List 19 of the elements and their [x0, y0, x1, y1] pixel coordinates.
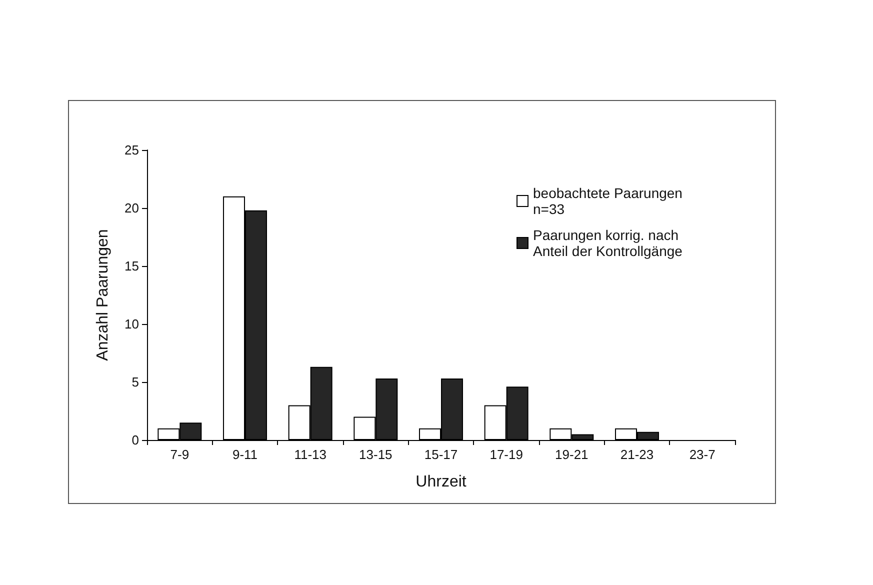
y-tick-label: 10 — [124, 316, 139, 332]
x-axis-title: Uhrzeit — [416, 474, 467, 490]
y-tick-label: 0 — [132, 432, 139, 448]
y-tick-label: 15 — [124, 258, 139, 274]
y-tick-label: 20 — [124, 200, 139, 216]
legend-label: beobachtete Paarungen n=33 — [533, 185, 686, 217]
x-tick-label: 7-9 — [170, 447, 190, 462]
x-tick-label: 19-21 — [555, 447, 588, 462]
y-tick-label: 5 — [132, 374, 139, 390]
x-tick-label: 13-15 — [359, 447, 392, 462]
x-tick-label: 15-17 — [424, 447, 458, 462]
x-tick-label: 23-7 — [689, 447, 716, 462]
x-tick-label: 9-11 — [232, 447, 258, 462]
y-tick-label: 25 — [124, 142, 139, 158]
x-tick-label: 11-13 — [294, 447, 326, 462]
x-tick-label: 17-19 — [490, 447, 523, 462]
x-tick-label: 21-23 — [620, 447, 654, 462]
legend-label: Paarungen korrig. nach Anteil der Kontrollgänge — [533, 227, 683, 259]
y-axis-title: Anzahl Paarungen — [94, 229, 112, 361]
